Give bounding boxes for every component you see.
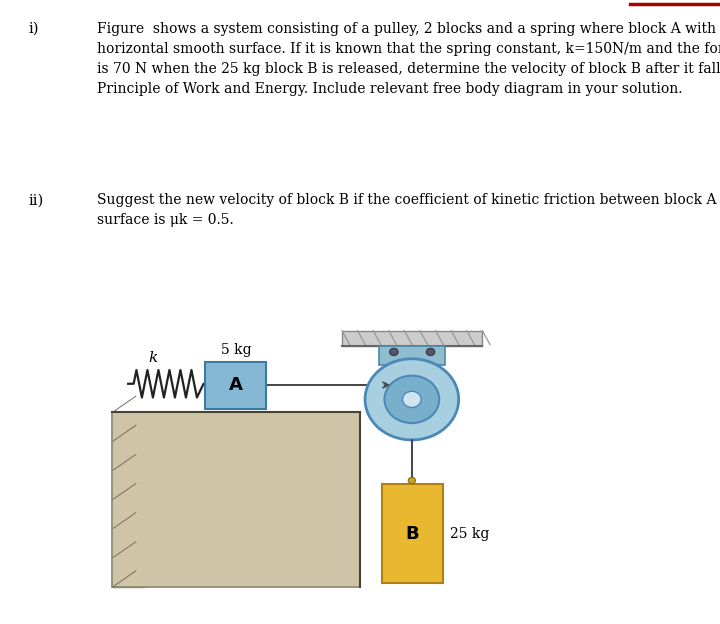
Bar (112, 412, 144, 587)
Text: 25 kg: 25 kg (450, 527, 490, 540)
Bar (382, 484, 443, 583)
Text: Suggest the new velocity of block B if the coefficient of kinetic friction betwe: Suggest the new velocity of block B if t… (97, 193, 720, 228)
Circle shape (426, 348, 435, 356)
Text: 5 kg: 5 kg (221, 343, 251, 357)
Bar (379, 346, 445, 365)
Bar (112, 412, 360, 587)
Circle shape (402, 391, 421, 407)
Circle shape (384, 376, 439, 423)
Text: B: B (405, 525, 419, 542)
Text: ii): ii) (29, 193, 44, 207)
Circle shape (408, 477, 415, 484)
Text: i): i) (29, 22, 40, 36)
Text: A: A (229, 376, 243, 394)
Text: Figure  shows a system consisting of a pulley, 2 blocks and a spring where block: Figure shows a system consisting of a pu… (97, 22, 720, 96)
Circle shape (390, 348, 398, 356)
Circle shape (365, 359, 459, 440)
Bar (342, 331, 482, 346)
Text: k: k (148, 351, 157, 365)
Bar (205, 362, 266, 409)
